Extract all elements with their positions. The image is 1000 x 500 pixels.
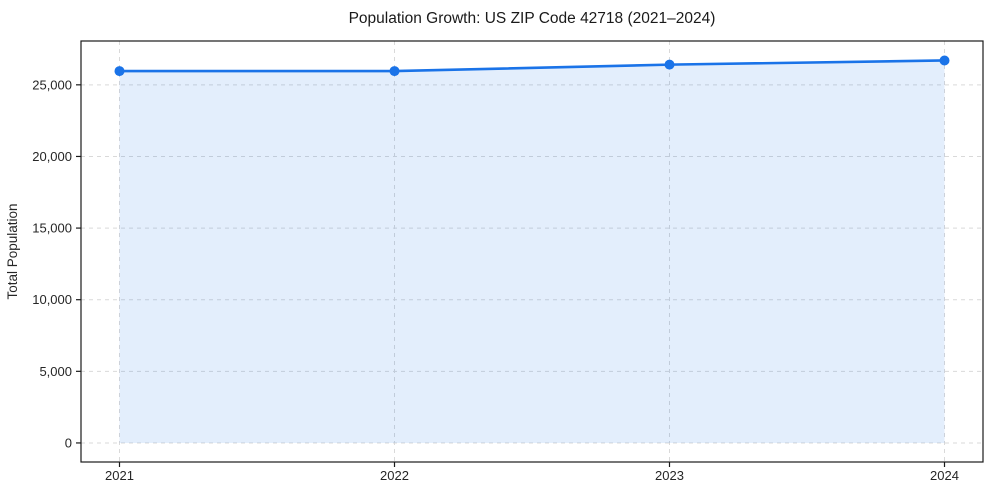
gridlines bbox=[81, 41, 983, 462]
chart-title: Population Growth: US ZIP Code 42718 (20… bbox=[349, 10, 716, 27]
plot-border bbox=[80, 40, 984, 463]
x-tick-label: 2021 bbox=[105, 468, 134, 483]
y-tick-label: 25,000 bbox=[32, 77, 72, 92]
data-point-marker bbox=[114, 66, 125, 77]
y-tick-label: 0 bbox=[65, 435, 72, 450]
y-tick-label: 20,000 bbox=[32, 149, 72, 164]
data-point-marker bbox=[664, 59, 675, 70]
y-axis-label: Total Population bbox=[5, 203, 20, 299]
tick-labels: 0 5,000 10,000 15,000 20,000 25,000 2021 2022 20… bbox=[32, 77, 959, 483]
data-point-marker bbox=[389, 66, 400, 77]
x-tick-label: 2022 bbox=[380, 468, 409, 483]
axes-spines-and-ticks bbox=[76, 40, 984, 467]
series-line bbox=[118, 59, 946, 73]
y-tick-label: 5,000 bbox=[39, 364, 72, 379]
x-tick-label: 2024 bbox=[930, 468, 959, 483]
series-line-path bbox=[118, 59, 946, 73]
data-point-marker bbox=[939, 55, 950, 66]
y-tick-label: 15,000 bbox=[32, 221, 72, 236]
area-fill-shape bbox=[119, 60, 945, 443]
area-fill bbox=[119, 60, 945, 443]
y-tick-label: 10,000 bbox=[32, 292, 72, 307]
data-point-markers bbox=[114, 55, 950, 77]
x-tick-label: 2023 bbox=[655, 468, 684, 483]
